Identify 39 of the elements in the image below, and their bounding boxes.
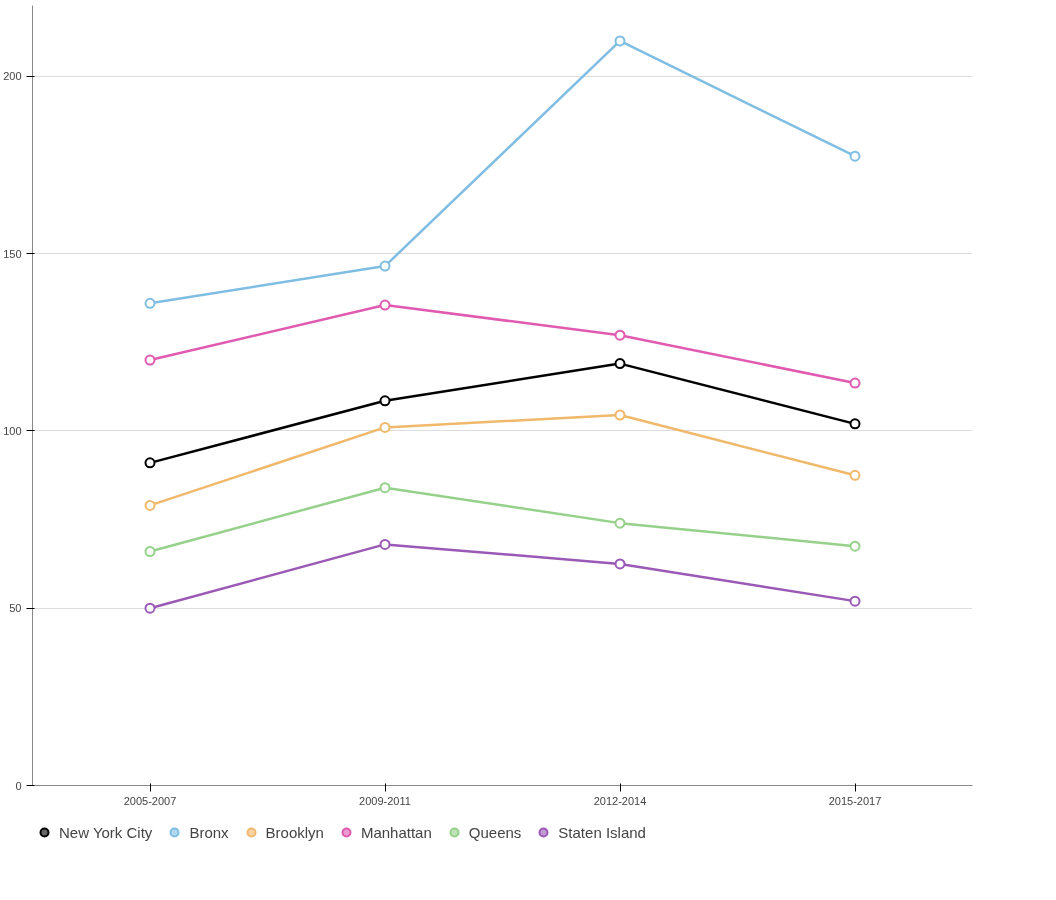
point — [144, 457, 156, 469]
legend-label: Staten Island — [558, 823, 646, 841]
legend-label: Bronx — [189, 823, 229, 841]
x-tick-label: 2005-2007 — [123, 794, 177, 807]
point — [614, 329, 626, 341]
y-tick-label: 150 — [3, 247, 22, 260]
point — [849, 469, 861, 481]
point — [849, 595, 861, 607]
x-tick-label: 2009-2011 — [359, 794, 411, 807]
point — [144, 297, 156, 309]
y-tick-label: 50 — [9, 602, 22, 615]
point — [849, 150, 861, 162]
point — [614, 517, 626, 529]
point — [379, 421, 391, 433]
point — [849, 540, 861, 552]
point — [614, 358, 626, 370]
point — [849, 377, 861, 389]
y-tick-label: 100 — [3, 424, 22, 437]
legend-label: Manhattan — [360, 823, 432, 841]
point — [379, 482, 391, 494]
point — [144, 602, 156, 614]
point — [614, 409, 626, 421]
point — [849, 418, 861, 430]
y-tick-label: 0 — [15, 779, 22, 792]
legend-label: Brooklyn — [265, 823, 324, 841]
legend-label: Queens — [468, 823, 522, 841]
point — [614, 558, 626, 570]
point — [379, 260, 391, 272]
legend-label: New York City — [59, 823, 153, 841]
x-tick-label: 2015-2017 — [828, 794, 882, 807]
point — [144, 499, 156, 511]
y-tick-label: 200 — [3, 70, 22, 83]
point — [379, 538, 391, 550]
x-tick-label: 2012-2014 — [593, 794, 647, 807]
point — [144, 546, 156, 557]
point — [144, 354, 156, 366]
point — [379, 395, 391, 407]
point — [379, 299, 391, 311]
point — [614, 35, 626, 47]
